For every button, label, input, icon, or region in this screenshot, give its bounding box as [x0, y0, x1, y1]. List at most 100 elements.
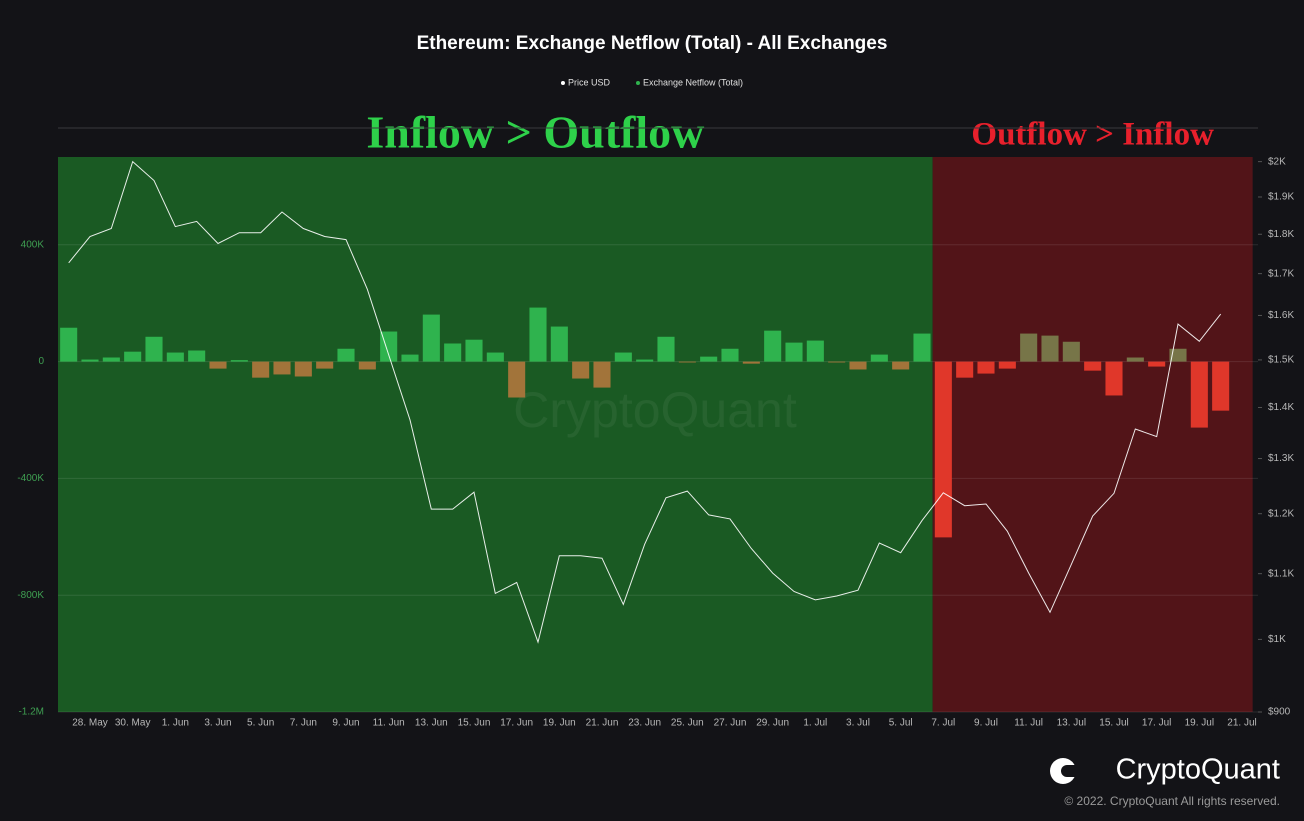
- x-tick-label: 17. Jun: [500, 718, 533, 729]
- y2-tick-label: $1.1K: [1268, 568, 1294, 579]
- bar: [1126, 357, 1144, 362]
- x-tick-label: 5. Jun: [247, 718, 274, 729]
- bar: [700, 356, 718, 362]
- x-tick-label: 25. Jun: [671, 718, 704, 729]
- x-tick-label: 21. Jul: [1227, 718, 1256, 729]
- bar: [529, 307, 547, 362]
- bar: [508, 361, 526, 398]
- bar: [380, 331, 398, 362]
- x-tick-label: 1. Jul: [803, 718, 827, 729]
- y-tick-label: -1.2M: [18, 707, 44, 718]
- x-tick-label: 1. Jun: [162, 718, 189, 729]
- x-tick-label: 28. May: [72, 718, 108, 729]
- y2-tick-label: $1K: [1268, 634, 1286, 645]
- y2-tick-label: $1.8K: [1268, 229, 1294, 240]
- x-tick-label: 19. Jul: [1185, 718, 1214, 729]
- bar: [209, 361, 227, 369]
- bar: [337, 348, 355, 362]
- bar: [358, 361, 376, 370]
- x-tick-label: 13. Jul: [1057, 718, 1086, 729]
- bar: [764, 330, 782, 362]
- bar: [294, 361, 312, 377]
- x-tick-label: 5. Jul: [889, 718, 913, 729]
- bar: [465, 339, 483, 362]
- x-tick-label: 9. Jun: [332, 718, 359, 729]
- bar: [166, 352, 184, 362]
- x-tick-label: 27. Jun: [714, 718, 747, 729]
- bar: [828, 361, 846, 363]
- bar: [1062, 341, 1080, 362]
- bar: [678, 361, 696, 363]
- bar: [593, 361, 611, 388]
- legend-label: Exchange Netflow (Total): [643, 77, 743, 87]
- y2-tick-label: $1.3K: [1268, 453, 1294, 464]
- x-tick-label: 21. Jun: [586, 718, 619, 729]
- bar: [870, 354, 888, 362]
- bar: [401, 354, 419, 362]
- x-tick-label: 11. Jun: [373, 718, 405, 729]
- bar: [550, 326, 568, 362]
- legend-marker: [635, 81, 640, 85]
- y-tick-label: 400K: [21, 239, 45, 250]
- bar: [977, 361, 995, 374]
- bar: [81, 359, 99, 362]
- region-label: Inflow > Outflow: [366, 107, 704, 158]
- bar: [849, 361, 867, 370]
- y-tick-label: -400K: [17, 473, 44, 484]
- bar: [742, 361, 760, 364]
- x-tick-label: 11. Jul: [1014, 718, 1043, 729]
- bar: [422, 314, 440, 362]
- bar: [614, 352, 632, 362]
- bar: [956, 361, 974, 378]
- x-tick-label: 29. Jun: [756, 718, 789, 729]
- chart-title: Ethereum: Exchange Netflow (Total) - All…: [417, 33, 888, 54]
- bar: [1169, 348, 1187, 362]
- bar: [145, 336, 163, 362]
- x-tick-label: 7. Jun: [290, 718, 317, 729]
- x-tick-label: 30. May: [115, 718, 151, 729]
- bar: [1105, 361, 1123, 396]
- bar: [913, 333, 931, 362]
- bar: [60, 327, 78, 362]
- bar: [892, 361, 910, 370]
- bar: [188, 350, 206, 362]
- price-line: [68, 160, 1222, 644]
- bar: [998, 361, 1016, 369]
- region: [58, 157, 933, 712]
- logo-icon-cut: [1067, 765, 1083, 777]
- x-tick-label: 15. Jul: [1099, 718, 1128, 729]
- brand: CryptoQuant: [1116, 754, 1280, 786]
- region: [932, 157, 1253, 712]
- bar: [1190, 361, 1208, 428]
- bar: [657, 336, 675, 362]
- bar: [316, 361, 334, 369]
- x-tick-label: 19. Jun: [543, 718, 576, 729]
- y2-tick-label: $1.6K: [1268, 310, 1294, 321]
- region-label: Outflow > Inflow: [971, 117, 1214, 153]
- bar: [486, 352, 504, 362]
- legend: Price USD Exchange Netflow (Total): [560, 77, 743, 87]
- bar: [252, 361, 270, 378]
- y2-tick-label: $1.5K: [1268, 355, 1294, 366]
- bar: [444, 343, 462, 362]
- bar: [1020, 333, 1038, 362]
- x-tick-label: 7. Jul: [931, 718, 955, 729]
- x-tick-label: 17. Jul: [1142, 718, 1171, 729]
- copyright: © 2022. CryptoQuant All rights reserved.: [1064, 794, 1280, 808]
- bar: [572, 361, 590, 379]
- bar: [1084, 361, 1102, 371]
- x-tick-label: 13. Jun: [415, 718, 448, 729]
- bar: [785, 342, 803, 362]
- y2-tick-label: $1.2K: [1268, 508, 1294, 519]
- watermark: CryptoQuant: [513, 382, 797, 438]
- bar: [1041, 335, 1059, 362]
- y-tick-label: 0: [38, 356, 44, 367]
- x-tick-label: 3. Jul: [846, 718, 870, 729]
- bar: [934, 361, 952, 538]
- y2-tick-label: $1.7K: [1268, 268, 1294, 279]
- y2-tick-label: $2K: [1268, 156, 1286, 167]
- legend-marker: [560, 81, 565, 85]
- bar: [1148, 361, 1166, 367]
